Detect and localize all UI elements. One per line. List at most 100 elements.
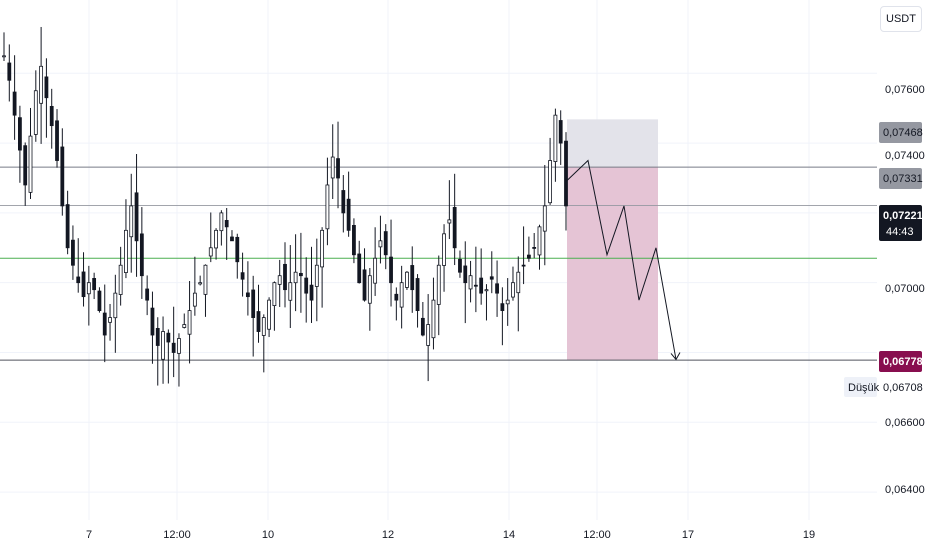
candle-body bbox=[150, 307, 155, 336]
y-tick-label: 0,06400 bbox=[885, 484, 925, 496]
candle-body bbox=[336, 158, 340, 179]
candle-body bbox=[484, 289, 489, 292]
candle-body bbox=[314, 264, 319, 287]
entry-price-tag bbox=[879, 168, 922, 189]
candle-body bbox=[558, 120, 563, 144]
candle-body bbox=[299, 272, 303, 277]
candle-body bbox=[564, 140, 568, 207]
candle-body bbox=[145, 288, 150, 301]
candle-body bbox=[219, 212, 224, 232]
candle-body bbox=[330, 156, 335, 179]
candle-body bbox=[489, 276, 494, 280]
x-tick-label: 17 bbox=[682, 529, 694, 541]
currency-button[interactable]: USDT bbox=[880, 6, 922, 32]
candle-body bbox=[81, 271, 86, 298]
candle-body bbox=[532, 247, 537, 249]
candle-body bbox=[415, 278, 420, 312]
x-tick-label: 12 bbox=[382, 529, 394, 541]
candle-body bbox=[473, 284, 478, 287]
candle-body bbox=[516, 271, 521, 294]
candle-body bbox=[192, 292, 197, 307]
candle-body bbox=[410, 265, 415, 291]
candle-body bbox=[431, 299, 436, 339]
candle-body bbox=[55, 120, 59, 161]
y-tick-label: 0,07400 bbox=[885, 150, 925, 162]
candle-body bbox=[118, 264, 123, 295]
candle-body bbox=[97, 290, 102, 312]
candle-body bbox=[521, 264, 526, 267]
candle-body bbox=[28, 135, 33, 193]
y-tick-label: 0,06600 bbox=[885, 417, 925, 429]
stop-loss-zone[interactable] bbox=[567, 119, 658, 168]
candle-body bbox=[177, 338, 181, 354]
candle-body bbox=[2, 55, 6, 58]
candle-body bbox=[399, 282, 404, 308]
candle-body bbox=[511, 282, 515, 298]
candle-body bbox=[113, 292, 118, 319]
x-tick-label: 12:00 bbox=[583, 529, 611, 541]
candle-body bbox=[458, 258, 462, 273]
x-tick-label: 10 bbox=[262, 529, 274, 541]
candle-body bbox=[452, 207, 457, 249]
candle-body bbox=[139, 233, 144, 277]
candle-body bbox=[224, 220, 229, 228]
candle-body bbox=[251, 289, 256, 318]
candle-body bbox=[405, 271, 409, 288]
candle-body bbox=[65, 204, 70, 249]
candle-body bbox=[129, 205, 134, 238]
candle-body bbox=[447, 219, 452, 224]
candle-body bbox=[261, 317, 266, 336]
time-axis[interactable]: 7 12:00 10 12 14 12:00 17 19 bbox=[86, 529, 815, 541]
candle-body bbox=[214, 229, 218, 249]
candle-body bbox=[309, 284, 314, 301]
candle-body bbox=[12, 91, 17, 116]
projection-arrow-head bbox=[670, 352, 681, 361]
candle-body bbox=[18, 117, 22, 151]
candle-body bbox=[320, 229, 325, 268]
candle-body bbox=[367, 275, 372, 304]
candle-body bbox=[479, 277, 484, 294]
candle-body bbox=[240, 272, 245, 280]
candle-body bbox=[394, 293, 399, 301]
candle-body bbox=[60, 146, 65, 207]
candle-body bbox=[357, 253, 362, 284]
candle-body bbox=[182, 324, 187, 328]
candle-body bbox=[76, 276, 81, 284]
candle-body bbox=[134, 192, 139, 242]
x-tick-label: 19 bbox=[803, 529, 815, 541]
candle-body bbox=[277, 275, 282, 285]
candle-body bbox=[124, 229, 128, 273]
candle-body bbox=[7, 62, 12, 81]
candle-body bbox=[92, 278, 97, 291]
candle-body bbox=[49, 105, 54, 127]
x-tick-label: 7 bbox=[86, 529, 92, 541]
target-zone[interactable] bbox=[567, 167, 658, 361]
candle-body bbox=[235, 236, 240, 263]
candle-body bbox=[352, 224, 356, 256]
candle-body bbox=[33, 90, 38, 135]
y-tick-label: 0,07600 bbox=[885, 84, 925, 96]
x-tick-label: 14 bbox=[503, 529, 515, 541]
candle-body bbox=[283, 263, 287, 291]
target-price-tag-label: 0,06778 bbox=[883, 356, 923, 368]
candle-body bbox=[171, 342, 176, 353]
candle-body bbox=[420, 317, 425, 336]
price-axis[interactable]: 0,07600 0,07400 0,07000 0,06600 0,06400 … bbox=[844, 84, 925, 496]
candle-body bbox=[203, 264, 208, 295]
candle-body bbox=[71, 239, 75, 266]
current-price-tag-label: 0,07221 bbox=[883, 210, 923, 222]
low-price-label: 0,06708 bbox=[883, 382, 923, 394]
candle-body bbox=[230, 236, 234, 242]
candle-body bbox=[44, 76, 49, 99]
projection-path[interactable] bbox=[565, 159, 677, 360]
candle-body bbox=[23, 145, 28, 186]
low-label: Düşük bbox=[848, 382, 880, 394]
candle-body bbox=[373, 257, 378, 284]
candle-body bbox=[187, 310, 192, 335]
low-label-box bbox=[844, 377, 877, 397]
candle-body bbox=[267, 299, 271, 330]
candle-body bbox=[346, 198, 351, 231]
candle-body bbox=[166, 332, 171, 343]
entry-price-tag-label: 0,07331 bbox=[883, 173, 923, 185]
